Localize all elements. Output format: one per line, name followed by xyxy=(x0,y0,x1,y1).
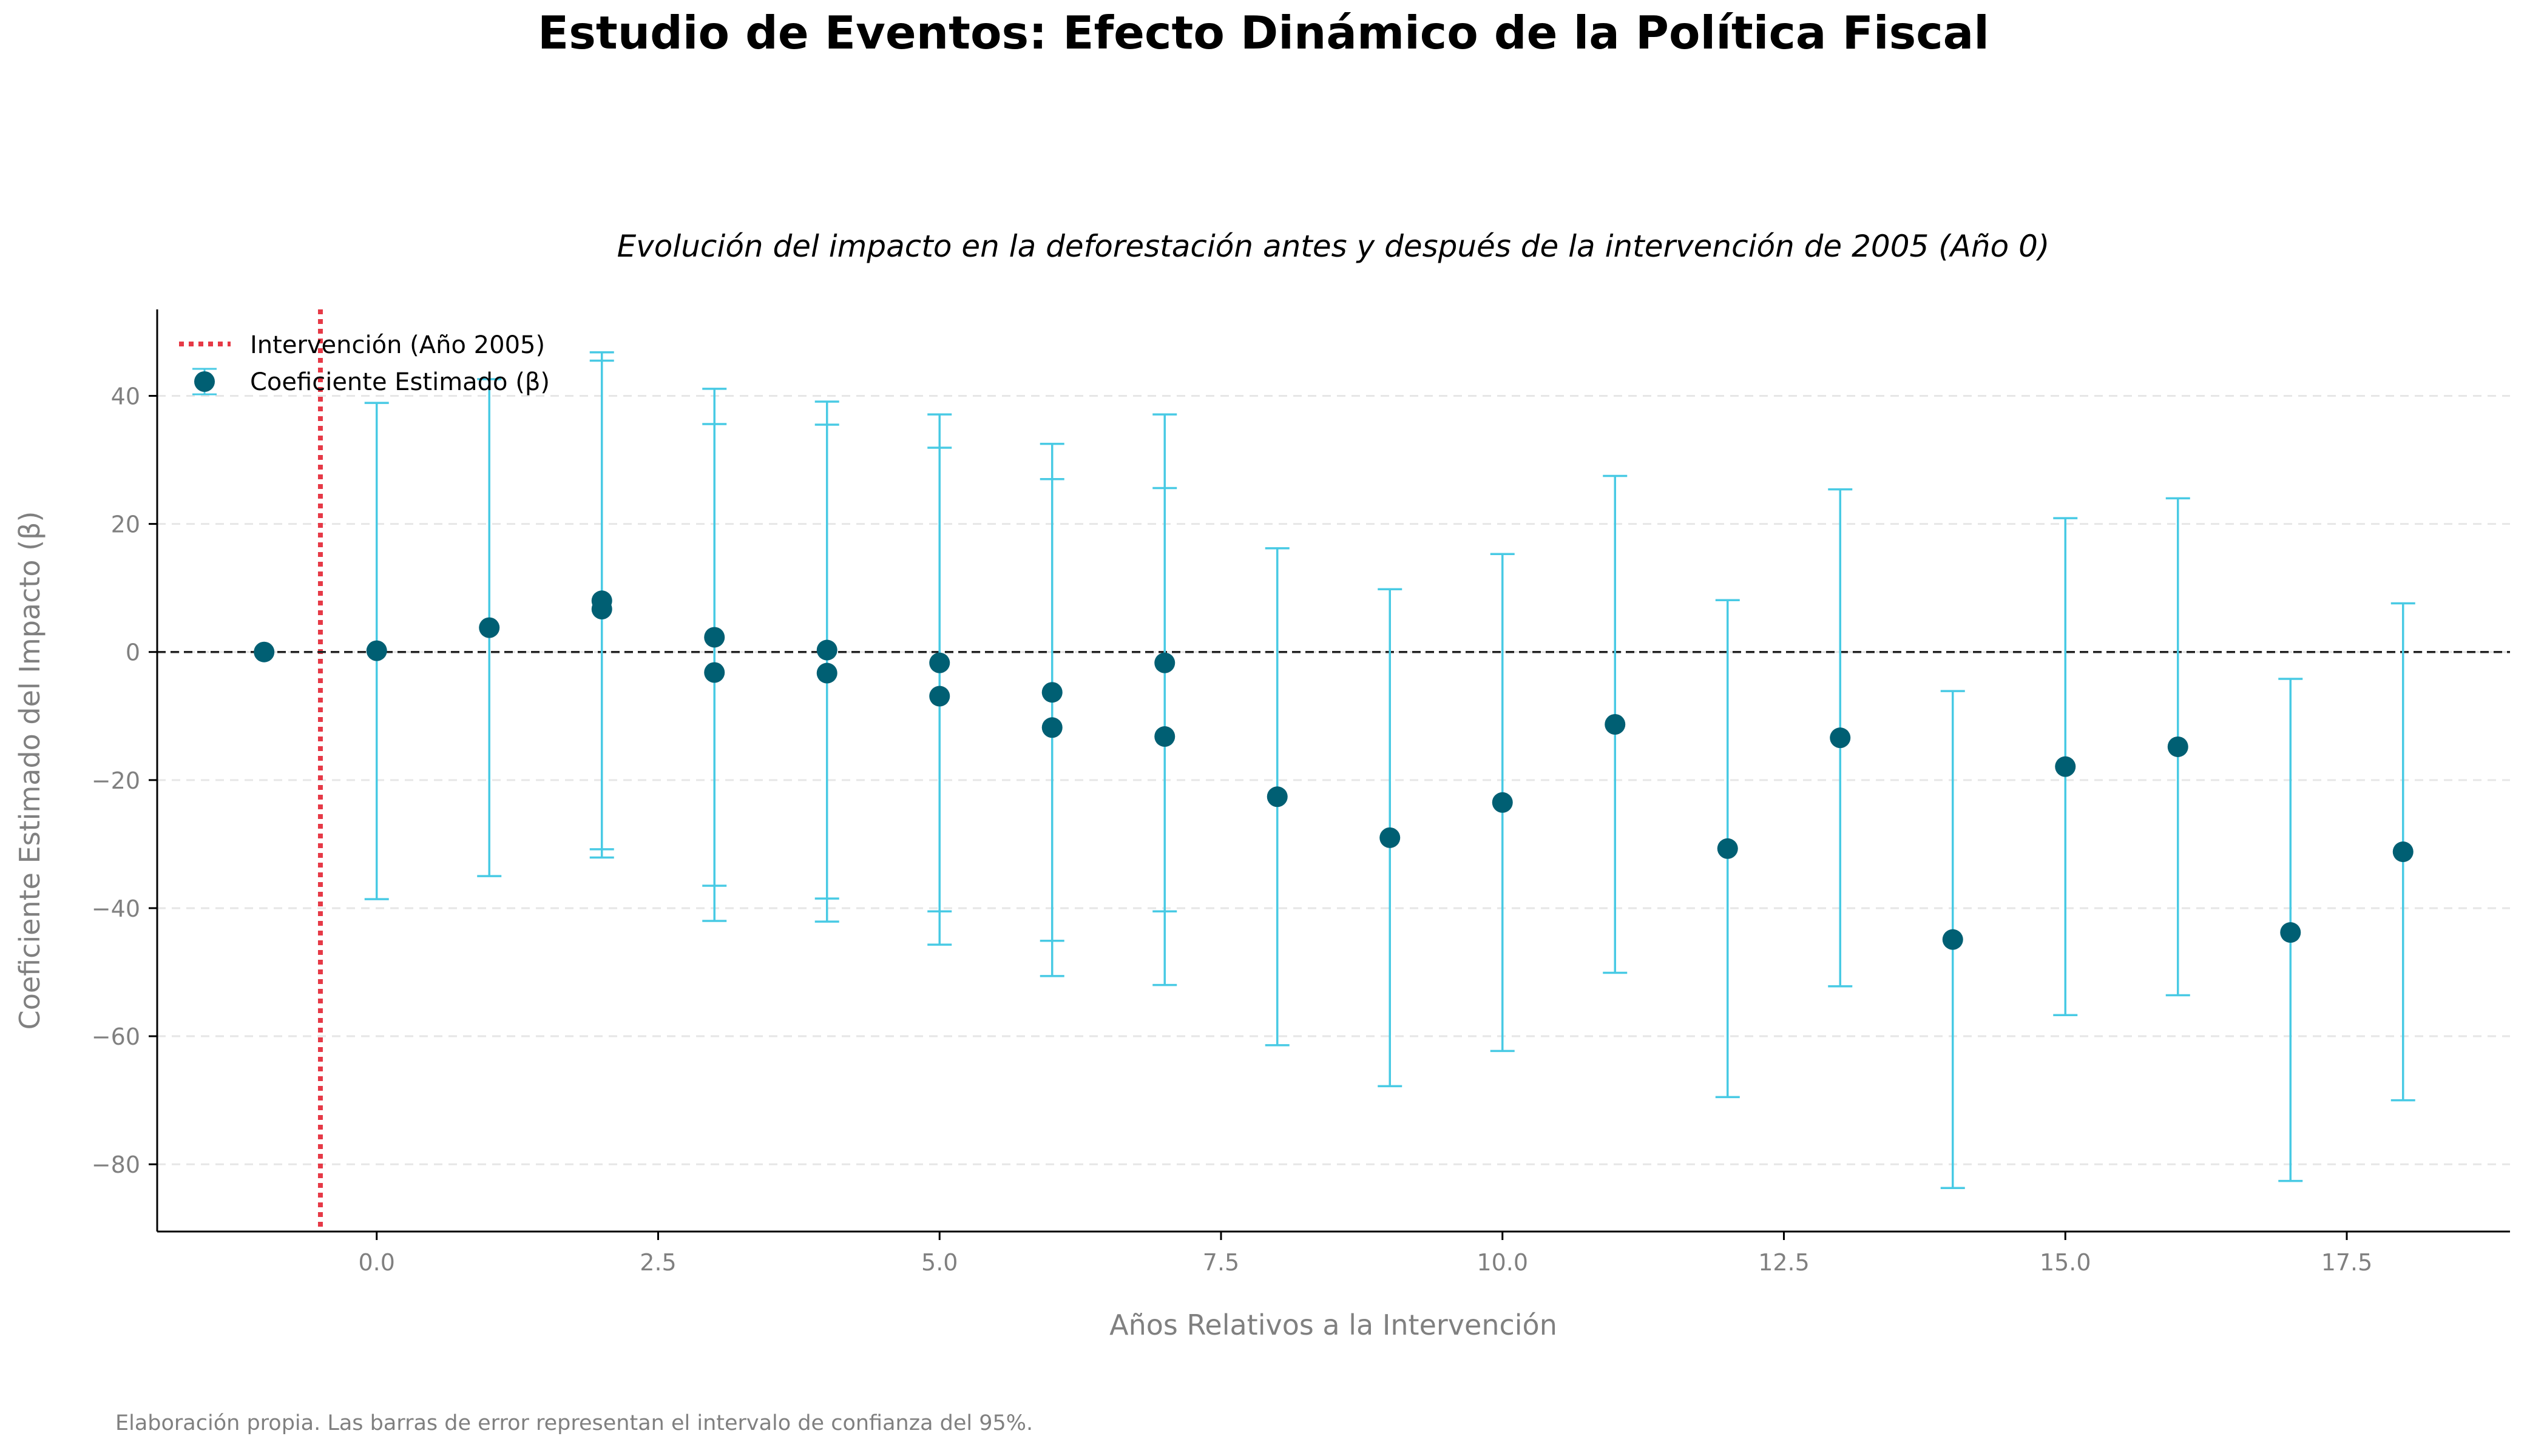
legend: Intervención (Año 2005) Coeficiente Esti… xyxy=(179,331,550,396)
x-tick-label: 0.0 xyxy=(359,1249,395,1276)
x-tick-label: 10.0 xyxy=(1477,1249,1528,1276)
figure-title: Estudio de Eventos: Efecto Dinámico de l… xyxy=(538,6,1989,59)
coefficient-point xyxy=(816,639,837,661)
coefficient-point xyxy=(929,686,950,707)
coefficient-point xyxy=(1267,786,1288,807)
coefficient-point xyxy=(1717,838,1738,859)
coefficient-point xyxy=(1605,714,1626,735)
footnote: Elaboración propia. Las barras de error … xyxy=(115,1411,1033,1435)
axes xyxy=(156,309,2510,1233)
coefficient-point xyxy=(1379,827,1401,848)
reference-lines xyxy=(157,309,2510,1232)
y-tick-label: −40 xyxy=(92,895,140,922)
x-axis-ticks: 0.0 2.5 5.0 7.5 10.0 12.5 15.0 17.5 xyxy=(359,1232,2373,1276)
x-tick-label: 2.5 xyxy=(640,1249,676,1276)
data-points xyxy=(254,590,2414,950)
coefficient-point xyxy=(1830,727,1851,749)
legend-point-swatch xyxy=(194,371,215,392)
x-axis-label: Años Relativos a la Intervención xyxy=(1109,1309,1557,1341)
coefficient-point xyxy=(704,627,725,648)
coefficient-point xyxy=(2392,841,2414,863)
chart-subtitle: Evolución del impacto en la deforestació… xyxy=(617,229,2050,264)
x-tick-label: 5.0 xyxy=(921,1249,958,1276)
x-tick-label: 12.5 xyxy=(1758,1249,1810,1276)
y-axis-ticks: −80 −60 −40 −20 0 20 40 xyxy=(92,383,157,1178)
y-tick-label: 40 xyxy=(111,383,140,410)
legend-coefficient-label: Coeficiente Estimado (β) xyxy=(250,368,550,396)
coefficient-point xyxy=(1154,726,1176,747)
coefficient-point xyxy=(2280,922,2301,943)
coefficient-point xyxy=(1041,717,1063,738)
coefficient-point xyxy=(1154,652,1176,673)
legend-intervention-label: Intervención (Año 2005) xyxy=(250,331,545,359)
coefficient-point xyxy=(1492,792,1513,813)
coefficient-point xyxy=(704,662,725,683)
coefficient-point xyxy=(366,640,387,661)
y-tick-label: 0 xyxy=(126,639,140,666)
x-tick-label: 7.5 xyxy=(1203,1249,1239,1276)
coefficient-point xyxy=(479,617,500,638)
y-tick-label: −20 xyxy=(92,767,140,794)
coefficient-point xyxy=(1942,929,1963,950)
coefficient-point xyxy=(2167,736,2188,757)
y-tick-label: 20 xyxy=(111,511,140,538)
y-tick-label: −80 xyxy=(92,1151,140,1178)
coefficient-point xyxy=(1041,682,1063,703)
x-tick-label: 17.5 xyxy=(2321,1249,2373,1276)
coefficient-point xyxy=(2055,756,2076,777)
y-axis-label: Coeficiente Estimado del Impacto (β) xyxy=(13,511,46,1030)
coefficient-point xyxy=(591,599,612,619)
x-tick-label: 15.0 xyxy=(2040,1249,2091,1276)
y-tick-label: −60 xyxy=(92,1023,140,1050)
coefficient-point xyxy=(254,641,275,662)
coefficient-point xyxy=(816,662,837,684)
coefficient-point xyxy=(929,652,950,673)
